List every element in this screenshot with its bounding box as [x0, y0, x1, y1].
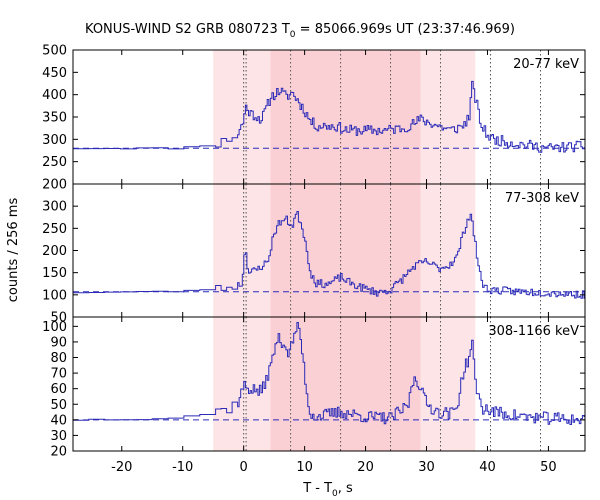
y-tick-label: 200: [42, 178, 67, 193]
y-tick-label: 250: [42, 155, 67, 170]
y-tick-label: 300: [42, 200, 67, 215]
y-tick-label: 250: [42, 222, 67, 237]
x-tick-label: 50: [540, 460, 557, 475]
y-tick-label: 500: [42, 44, 67, 59]
y-tick-label: 60: [50, 382, 67, 397]
x-tick-label: 20: [357, 460, 374, 475]
x-tick-label: -10: [172, 460, 193, 475]
y-tick-label: 400: [42, 88, 67, 103]
y-axis-label: counts / 256 ms: [6, 198, 21, 303]
x-axis-label: T - T0, s: [302, 481, 353, 499]
y-tick-label: 20: [50, 445, 67, 460]
y-tick-label: 50: [50, 311, 67, 326]
shaded-region-2: [270, 317, 421, 451]
light-curve-series: [73, 80, 585, 153]
energy-band-label: 77-308 keV: [505, 191, 579, 206]
light-curve-series: [73, 322, 585, 425]
shaded-region-2: [270, 184, 421, 317]
y-tick-label: 350: [42, 111, 67, 126]
shaded-region-2: [270, 50, 421, 184]
x-tick-label: -20: [111, 460, 132, 475]
chart-title: KONUS-WIND S2 GRB 080723 T0 = 85066.969s…: [85, 22, 515, 40]
y-tick-label: 50: [50, 398, 67, 413]
x-tick-label: 30: [418, 460, 435, 475]
light-curve-series: [73, 211, 585, 299]
x-tick-label: 10: [296, 460, 313, 475]
panel-1: 200 250 300 350 400 450 500 20-77 keV: [42, 44, 586, 193]
x-tick-label: 40: [479, 460, 496, 475]
y-tick-label: 450: [42, 66, 67, 81]
y-tick-label: 90: [50, 335, 67, 350]
y-tick-label: 80: [50, 351, 67, 366]
y-tick-label: 150: [42, 266, 67, 281]
energy-band-label: 308-1166 keV: [488, 324, 579, 339]
y-tick-label: 200: [42, 244, 67, 259]
panel-frame: [72, 316, 586, 452]
y-tick-label: 100: [42, 288, 67, 303]
y-tick-label: 300: [42, 133, 67, 148]
y-tick-label: 70: [50, 367, 67, 382]
x-tick-label: 0: [240, 460, 248, 475]
y-tick-label: 30: [50, 429, 67, 444]
y-tick-label: 100: [42, 320, 67, 335]
energy-band-label: 20-77 keV: [513, 57, 579, 72]
y-tick-label: 40: [50, 413, 67, 428]
panel-2: 50 100 150 200 250 300 77-308 keV: [42, 183, 586, 326]
